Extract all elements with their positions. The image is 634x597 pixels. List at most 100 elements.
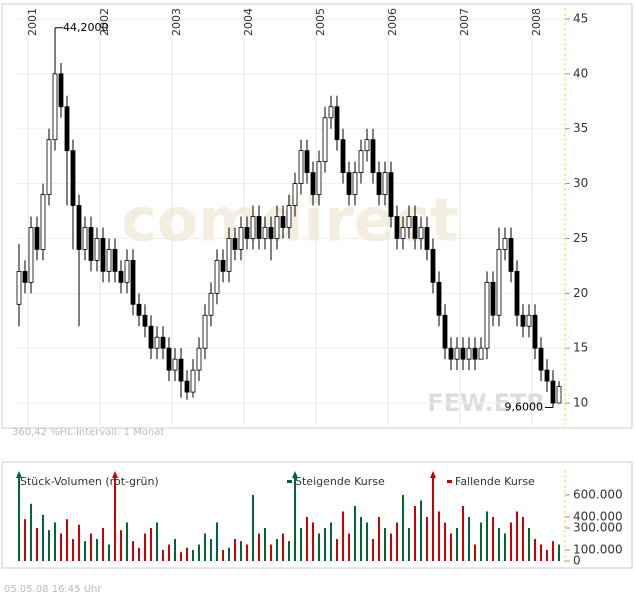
candle-body: [262, 227, 268, 239]
candle-body: [298, 150, 304, 184]
candle-body: [364, 139, 370, 152]
candle-body: [490, 281, 496, 316]
legend-swatch: [447, 480, 452, 483]
candle-body: [466, 347, 472, 360]
candle-body: [40, 194, 46, 250]
candle-body: [82, 227, 88, 250]
candle-body: [520, 314, 526, 327]
candle-body: [142, 314, 148, 327]
y-tick-label: 45: [573, 11, 588, 25]
candle-body: [448, 347, 454, 360]
x-tick-label: 2003: [170, 8, 183, 36]
x-tick-label: 2008: [530, 8, 543, 36]
candle-body: [208, 292, 214, 316]
candle-body: [388, 172, 394, 217]
y-tick-label: 30: [573, 176, 588, 190]
candle-body: [472, 347, 478, 360]
price-panel: [1, 3, 633, 429]
footer: 05.05.08 16:45 Uhr: [4, 584, 102, 595]
x-tick-label: 2002: [98, 8, 111, 36]
candle-body: [16, 270, 22, 305]
candle-body: [28, 227, 34, 283]
candle-body: [556, 386, 562, 404]
candle-body: [376, 172, 382, 195]
y-tick-label: 600.000: [573, 488, 623, 502]
candle-body: [148, 325, 154, 349]
annotation: 9,6000: [505, 400, 544, 413]
x-tick-label: 2004: [242, 8, 255, 36]
info: 360,42 %HL Intervall: 1 Monat: [12, 427, 164, 438]
candle-body: [412, 216, 418, 239]
candle-body: [178, 358, 184, 382]
y-tick-label: 100.000: [573, 543, 623, 557]
candle-body: [58, 73, 64, 108]
x-tick-label: 2006: [386, 8, 399, 36]
candle-body: [250, 216, 256, 239]
overflow-arrow: [112, 471, 118, 478]
y-tick-label: 15: [573, 341, 588, 355]
candle-body: [268, 227, 274, 239]
y-tick-label: 25: [573, 231, 588, 245]
candle-body: [100, 238, 106, 272]
candle-body: [94, 238, 100, 261]
candle-body: [400, 227, 406, 239]
candle-body: [382, 172, 388, 195]
legend-label: Fallende Kurse: [455, 475, 535, 488]
x-tick-label: 2007: [458, 8, 471, 36]
candle-body: [88, 227, 94, 261]
overflow-arrow: [292, 471, 298, 478]
candle-body: [34, 227, 40, 250]
candle-body: [436, 281, 442, 316]
candle-body: [256, 216, 262, 239]
candle-body: [334, 106, 340, 141]
candle-body: [418, 227, 424, 239]
candle-body: [238, 227, 244, 250]
candle-body: [46, 139, 52, 195]
candle-body: [460, 347, 466, 360]
candle-body: [22, 270, 28, 283]
candle-body: [226, 238, 232, 272]
candle-body: [544, 369, 550, 382]
y-tick-label: 20: [573, 286, 588, 300]
candle-body: [478, 347, 484, 360]
candle-body: [274, 216, 280, 239]
overflow-arrow: [16, 471, 22, 478]
candle-body: [496, 249, 502, 316]
candle-body: [106, 249, 112, 272]
y-tick-label: 40: [573, 66, 588, 80]
candle-body: [232, 238, 238, 250]
candle-body: [550, 380, 556, 404]
candle-body: [154, 336, 160, 349]
candle-body: [202, 314, 208, 349]
y-tick-label: 400.000: [573, 510, 623, 524]
candle-body: [136, 303, 142, 316]
candle-body: [76, 205, 82, 250]
candle-body: [118, 270, 124, 283]
candle-body: [196, 347, 202, 371]
candle-body: [502, 238, 508, 250]
y-tick-label: 35: [573, 121, 588, 135]
candle-body: [190, 369, 196, 393]
candle-body: [124, 259, 130, 283]
candle-body: [112, 249, 118, 272]
candle-body: [184, 380, 190, 393]
candle-body: [70, 150, 76, 206]
candle-body: [310, 172, 316, 195]
candle-body: [442, 314, 448, 349]
x-tick-label: 2005: [314, 8, 327, 36]
candle-body: [352, 172, 358, 195]
candle-body: [130, 259, 136, 305]
candle-body: [340, 139, 346, 174]
legend-swatch: [287, 480, 292, 483]
y-tick-label: 300.000: [573, 521, 623, 535]
candle-body: [532, 314, 538, 349]
candle-body: [280, 216, 286, 228]
y-tick-label: 0: [573, 554, 581, 568]
candle-body: [514, 270, 520, 316]
legend-label: Steigende Kurse: [295, 475, 385, 488]
candle-body: [304, 150, 310, 174]
candle-body: [160, 336, 166, 349]
candle-body: [526, 314, 532, 327]
volume-title: Stück-Volumen (rot-grün): [20, 475, 159, 488]
